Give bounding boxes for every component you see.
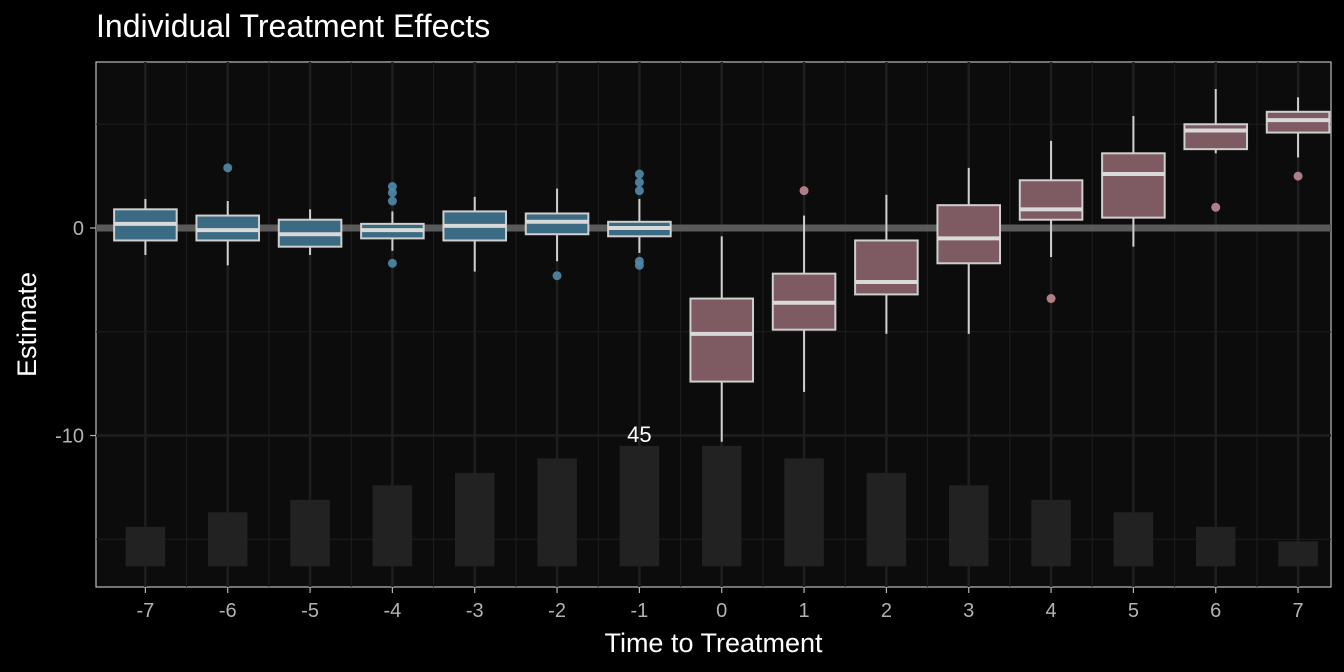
boxplot-7: [1265, 97, 1331, 181]
boxplot-3: [936, 167, 1002, 334]
boxplot-5: [1101, 115, 1166, 247]
count-bars: [125, 445, 1318, 567]
y-tick-label: -10: [55, 426, 84, 448]
x-tick-label: 5: [1128, 600, 1139, 622]
outlier-point: [799, 186, 809, 196]
x-tick-label: 4: [1046, 600, 1057, 622]
x-tick-label: 0: [716, 600, 727, 622]
count-bar: [1195, 526, 1236, 567]
boxplot-4: [1018, 140, 1084, 304]
x-tick-label: -7: [137, 600, 155, 622]
box: [1101, 152, 1166, 219]
x-tick-label: 6: [1210, 600, 1221, 622]
outlier-point: [387, 258, 397, 268]
box: [689, 297, 755, 383]
x-tick-label: -1: [631, 600, 649, 622]
boxplot-1: [771, 186, 837, 392]
outlier-point: [634, 177, 644, 187]
boxplot-2: [854, 194, 919, 334]
boxplot--5: [277, 209, 343, 255]
boxplot-0: [689, 236, 755, 442]
box: [1265, 110, 1331, 134]
box: [1018, 179, 1084, 221]
boxplots: [113, 88, 1331, 442]
box: [524, 212, 590, 236]
x-tick-label: 1: [799, 600, 810, 622]
count-bar: [619, 445, 660, 567]
boxplot--6: [195, 163, 261, 266]
count-bar: [537, 458, 577, 567]
y-axis-label: Estimate: [12, 272, 42, 377]
x-tick-label: -2: [548, 600, 566, 622]
boxplot-6: [1183, 88, 1249, 212]
outlier-point: [387, 196, 397, 206]
axes: -7 -6 -5 -4 -3 -2 -1 0 1 2 3 4 5 6 70-10: [55, 218, 1304, 622]
count-bar: [454, 472, 495, 567]
x-tick-label: -6: [219, 600, 237, 622]
outlier-point: [387, 188, 397, 198]
outlier-point: [634, 256, 644, 266]
y-tick-label: 0: [73, 218, 84, 240]
box: [854, 239, 919, 296]
x-tick-label: -3: [466, 600, 484, 622]
box: [195, 214, 261, 242]
outlier-point: [1211, 202, 1221, 212]
x-tick-label: -5: [301, 600, 319, 622]
outlier-point: [1293, 171, 1303, 181]
boxplot--2: [524, 188, 590, 281]
outlier-point: [634, 186, 644, 196]
outlier-point: [387, 182, 397, 192]
outlier-point: [223, 163, 233, 173]
chart-title: Individual Treatment Effects: [96, 8, 491, 44]
count-bar: [207, 512, 248, 567]
count-bar: [701, 445, 742, 567]
count-bar-max-label: 45: [627, 422, 651, 447]
count-bar: [1278, 541, 1318, 567]
outlier-point: [634, 169, 644, 179]
x-tick-label: 3: [963, 600, 974, 622]
x-tick-label: 7: [1293, 600, 1304, 622]
boxplot--3: [442, 196, 508, 272]
boxplot--7: [113, 198, 178, 255]
x-tick-label: 2: [881, 600, 892, 622]
box: [936, 204, 1002, 265]
count-bar: [372, 485, 413, 567]
x-tick-label: -4: [384, 600, 402, 622]
x-axis-label: Time to Treatment: [604, 628, 823, 658]
count-bar: [866, 472, 907, 567]
boxplot--1: [607, 169, 672, 270]
count-bar: [290, 499, 330, 567]
count-bar: [125, 526, 166, 567]
count-bar: [784, 458, 824, 567]
outlier-point: [1046, 294, 1056, 304]
outlier-point: [552, 271, 562, 281]
count-bar: [1031, 499, 1071, 567]
count-bar: [948, 485, 989, 567]
box: [1183, 123, 1249, 151]
boxplot--4: [360, 182, 425, 268]
count-bar: [1113, 512, 1154, 567]
